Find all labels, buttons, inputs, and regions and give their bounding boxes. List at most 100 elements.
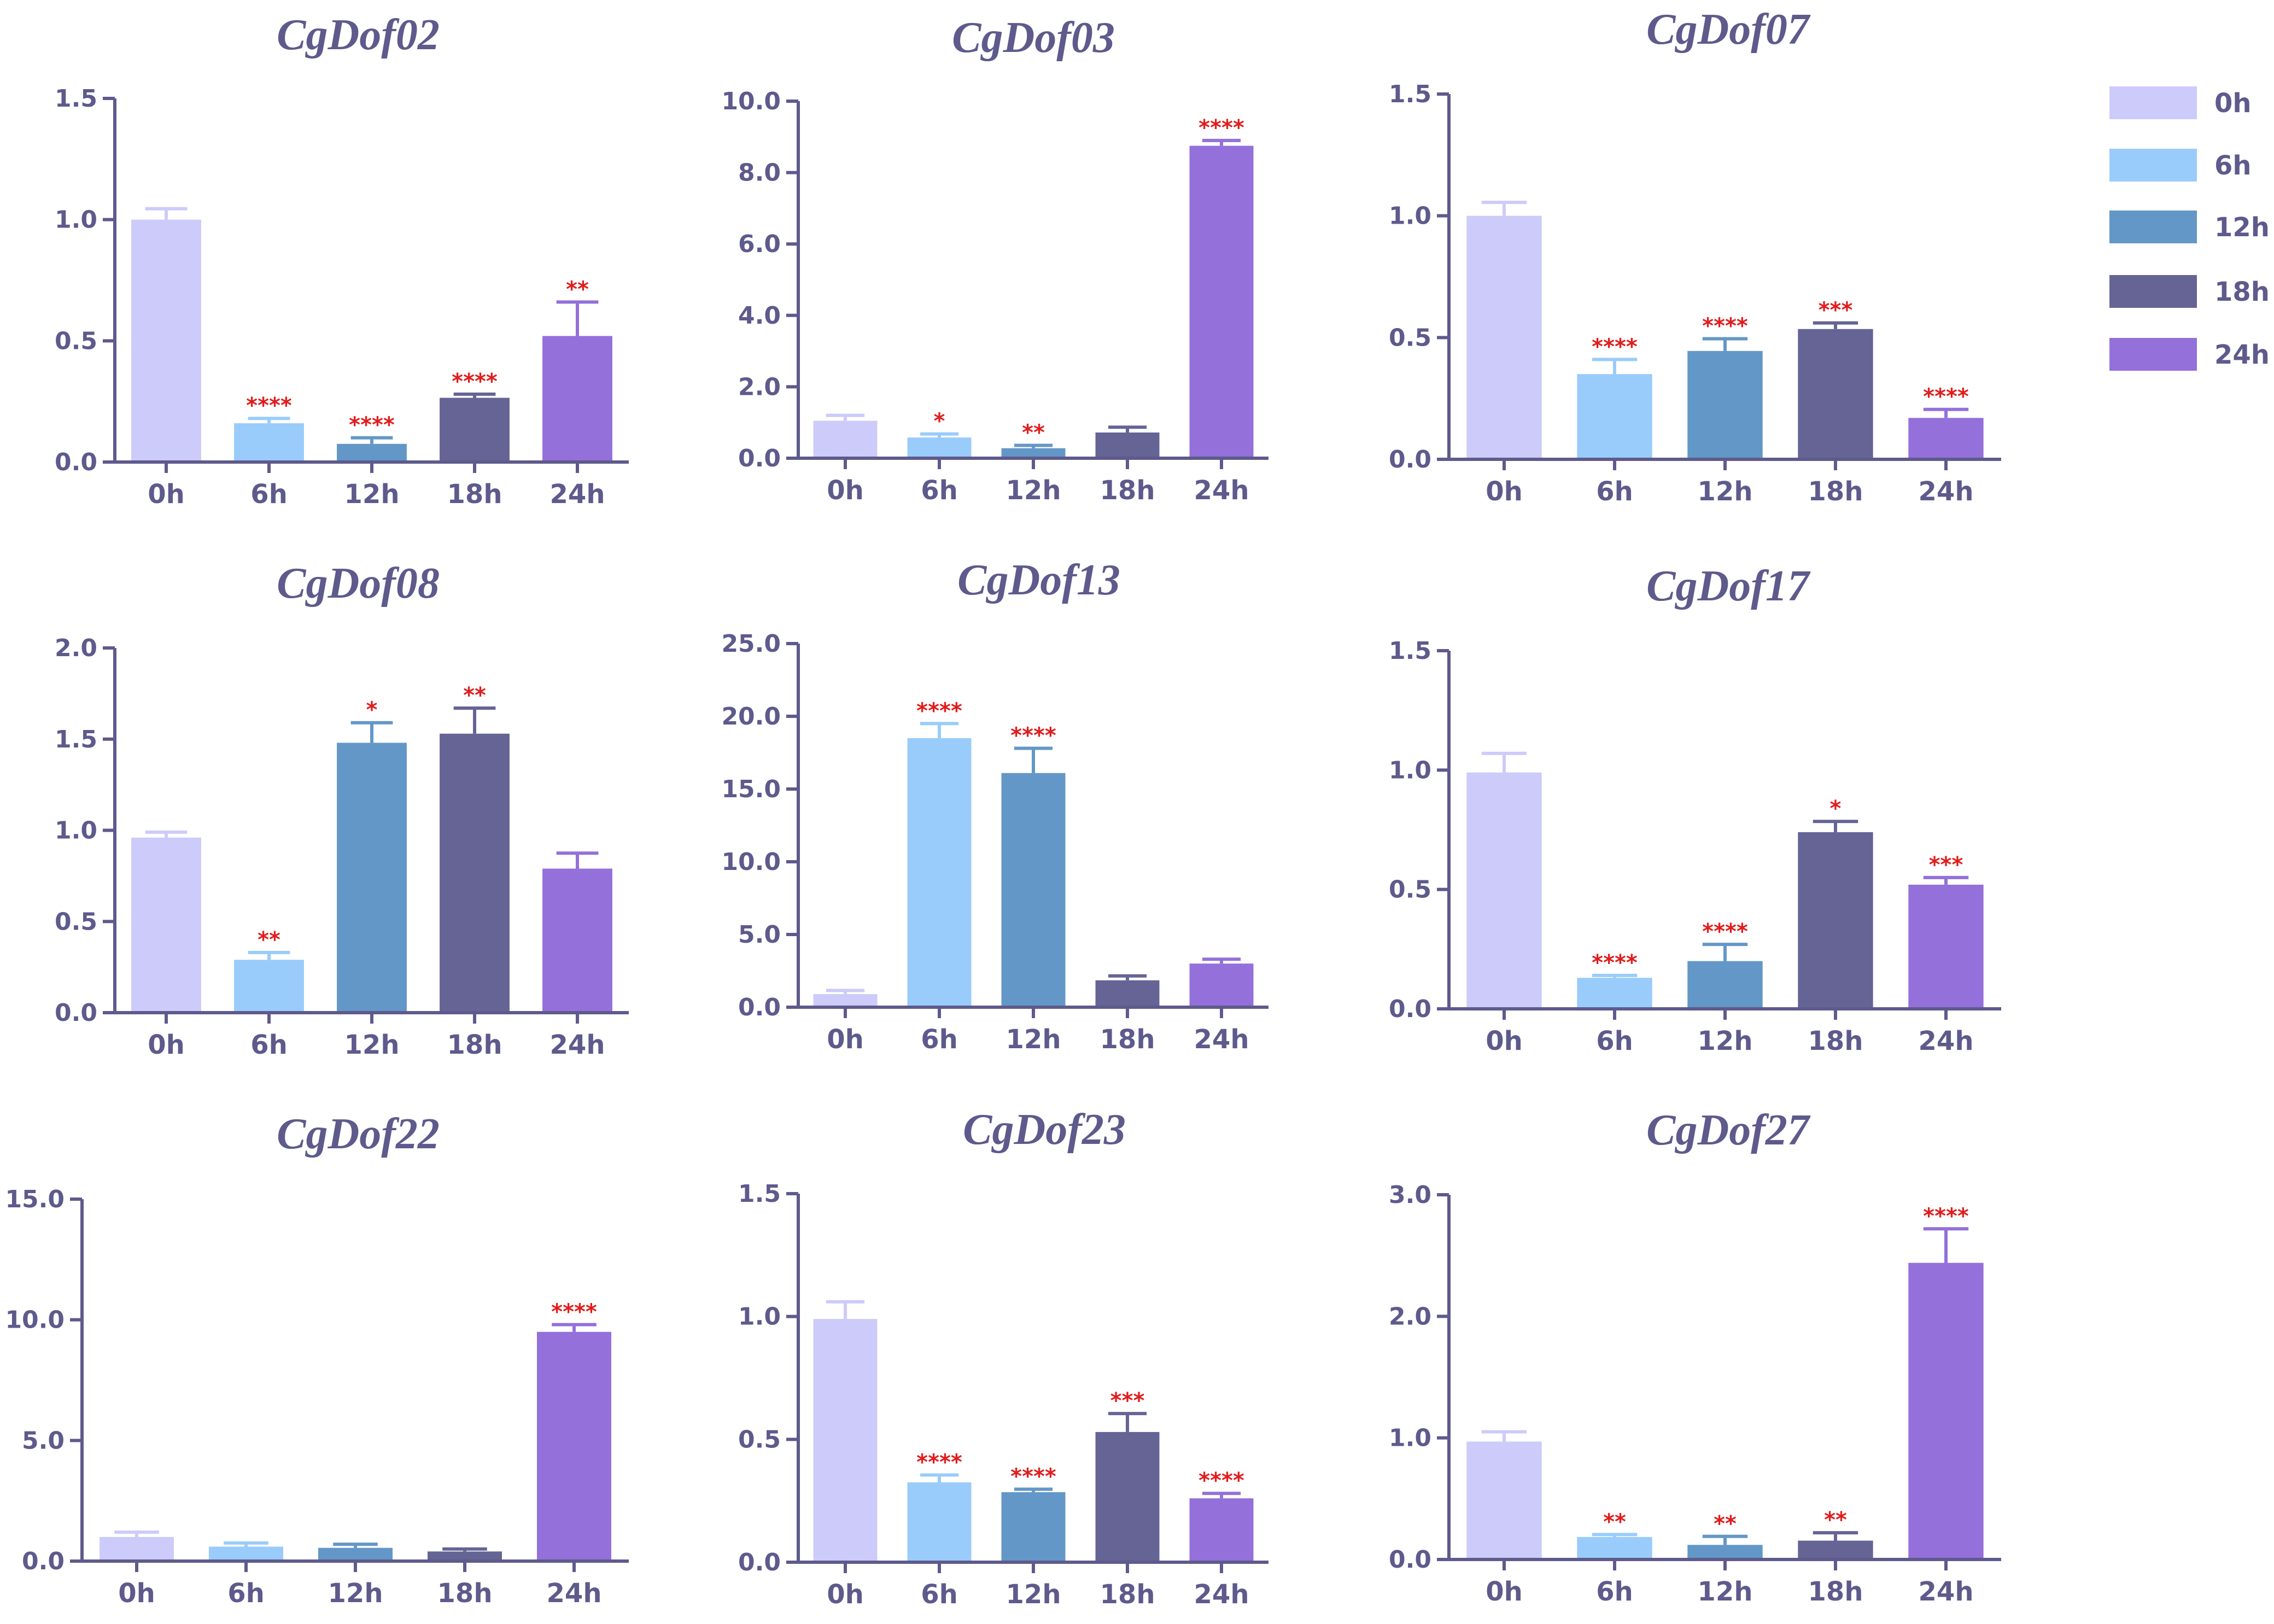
bar (1577, 978, 1652, 1007)
category-label: 18h (437, 1578, 493, 1609)
bar (1001, 1492, 1066, 1561)
y-tick-label: 15.0 (721, 775, 781, 803)
category-label: 6h (921, 1579, 958, 1610)
category-label: 24h (1919, 476, 1974, 507)
significance-label: **** (1010, 723, 1056, 749)
significance-label: **** (1010, 1464, 1056, 1489)
y-tick-label: 1.5 (55, 726, 97, 753)
y-tick-label: 0.0 (738, 445, 781, 472)
y-tick-label: 1.0 (1389, 202, 1431, 230)
category-label: 18h (447, 1030, 502, 1060)
bar (542, 868, 612, 1011)
bar (813, 420, 878, 457)
y-tick-label: 20.0 (721, 703, 781, 731)
y-tick-label: 0.0 (1389, 446, 1431, 474)
significance-label: ** (1824, 1508, 1847, 1533)
y-tick-label: 0.5 (1389, 876, 1431, 904)
bar (100, 1537, 174, 1559)
legend-label: 24h (2214, 340, 2270, 370)
y-tick-label: 10.0 (721, 87, 781, 115)
category-label: 24h (1919, 1576, 1974, 1607)
category-label: 18h (1100, 1579, 1155, 1610)
category-label: 24h (1194, 1579, 1249, 1610)
y-tick-label: 2.0 (738, 373, 781, 401)
significance-label: **** (1923, 1204, 1969, 1229)
bar (1577, 1537, 1652, 1558)
significance-label: **** (1199, 1468, 1244, 1493)
category-label: 12h (1698, 476, 1753, 507)
bar (1798, 1540, 1873, 1558)
significance-label: **** (452, 369, 498, 394)
bar (234, 423, 304, 460)
category-label: 0h (148, 1030, 185, 1060)
chart-panel: CgDof08 0.0 0.5 1.0 1.5 2.0 0h ** 6h * 12h ** 18h 24h (55, 559, 629, 1060)
bar (337, 743, 407, 1011)
bar (131, 837, 201, 1011)
category-label: 12h (1698, 1576, 1753, 1607)
category-label: 18h (1100, 1024, 1155, 1055)
legend-label: 18h (2214, 277, 2270, 307)
bar (440, 733, 510, 1011)
significance-label: **** (1592, 334, 1638, 359)
y-tick-label: 5.0 (738, 921, 781, 949)
significance-label: **** (1702, 919, 1748, 944)
y-tick-label: 6.0 (738, 230, 781, 258)
y-tick-label: 1.0 (1389, 1424, 1431, 1452)
legend-swatch (2109, 211, 2197, 243)
chart-panel: CgDof17 0.0 0.5 1.0 1.5 0h **** 6h **** 12h * 18h **… (1389, 562, 2001, 1056)
y-tick-label: 1.0 (1389, 756, 1431, 784)
bar (1095, 1432, 1160, 1561)
category-label: 18h (1808, 476, 1863, 507)
y-tick-label: 8.0 (738, 159, 781, 187)
bar (209, 1546, 283, 1559)
category-label: 0h (148, 479, 185, 510)
category-label: 24h (550, 479, 605, 510)
significance-label: ** (463, 683, 486, 708)
chart-title: CgDof02 (277, 11, 440, 59)
category-label: 0h (1486, 1026, 1523, 1056)
category-label: 6h (1596, 1026, 1633, 1056)
category-label: 6h (921, 475, 958, 506)
significance-label: **** (1702, 314, 1748, 339)
y-tick-label: 1.0 (55, 206, 97, 234)
y-tick-label: 10.0 (721, 848, 781, 876)
category-label: 0h (827, 1024, 864, 1055)
bar (813, 994, 878, 1006)
category-label: 24h (1194, 1024, 1249, 1055)
category-label: 18h (447, 479, 502, 510)
category-label: 12h (344, 1030, 400, 1060)
y-tick-label: 0.0 (22, 1547, 65, 1575)
bar (1687, 1545, 1763, 1558)
chart-panel: CgDof27 0.0 1.0 2.0 3.0 0h ** 6h ** 12h ** 18h **** 2… (1389, 1106, 2001, 1607)
significance-label: * (366, 698, 378, 723)
y-tick-label: 1.5 (55, 85, 97, 113)
significance-label: *** (1819, 298, 1853, 323)
bar (907, 1482, 972, 1561)
bar (1095, 432, 1160, 457)
chart-title: CgDof22 (277, 1110, 440, 1158)
bar (1095, 980, 1160, 1006)
bar (1908, 884, 1984, 1007)
y-tick-label: 1.5 (1389, 80, 1431, 108)
significance-label: *** (1929, 852, 1963, 878)
bar (131, 219, 201, 460)
legend-label: 12h (2214, 212, 2270, 243)
category-label: 18h (1100, 475, 1155, 506)
category-label: 18h (1808, 1576, 1863, 1607)
panels: CgDof020.00.51.01.50h****6h****12h****18… (5, 5, 2001, 1610)
bar (234, 960, 304, 1011)
category-label: 6h (227, 1578, 265, 1609)
chart-panel: CgDof02 0.0 0.5 1.0 1.5 0h **** 6h **** 12h **** 18… (55, 11, 629, 510)
y-tick-label: 0.0 (738, 1549, 781, 1576)
y-tick-label: 0.5 (55, 327, 97, 355)
category-label: 6h (250, 479, 288, 510)
significance-label: *** (1110, 1388, 1145, 1413)
legend-swatch (2109, 338, 2197, 371)
bar (1466, 215, 1542, 458)
significance-label: ** (1714, 1511, 1737, 1537)
category-label: 0h (1486, 1576, 1523, 1607)
bar (907, 437, 972, 457)
legend-label: 0h (2214, 88, 2252, 119)
y-tick-label: 1.0 (738, 1303, 781, 1331)
